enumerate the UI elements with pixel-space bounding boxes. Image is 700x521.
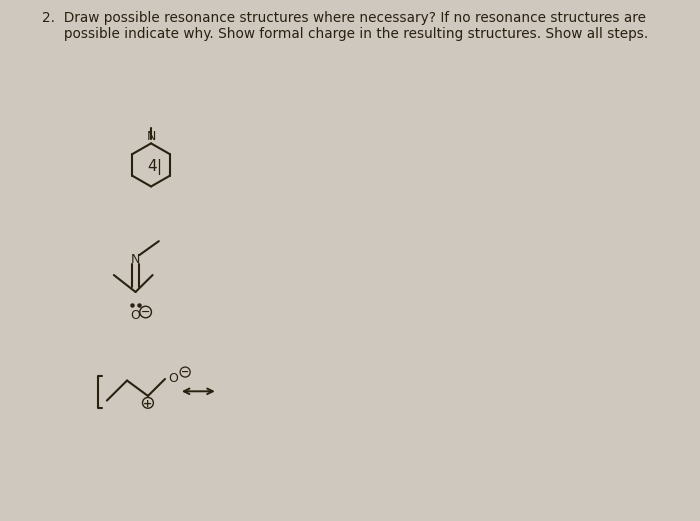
Text: possible indicate why. Show formal charge in the resulting structures. Show all : possible indicate why. Show formal charg… — [42, 27, 648, 41]
Text: −: − — [181, 367, 189, 377]
Text: N: N — [146, 130, 155, 143]
Text: O: O — [168, 373, 178, 386]
Text: O: O — [131, 308, 141, 321]
Text: 2.  Draw possible resonance structures where necessary? If no resonance structur: 2. Draw possible resonance structures wh… — [42, 11, 646, 25]
Text: +: + — [144, 399, 153, 408]
Text: $\mathit{4}$|: $\mathit{4}$| — [147, 157, 162, 177]
Text: −: − — [141, 307, 150, 317]
Text: N: N — [131, 253, 140, 266]
